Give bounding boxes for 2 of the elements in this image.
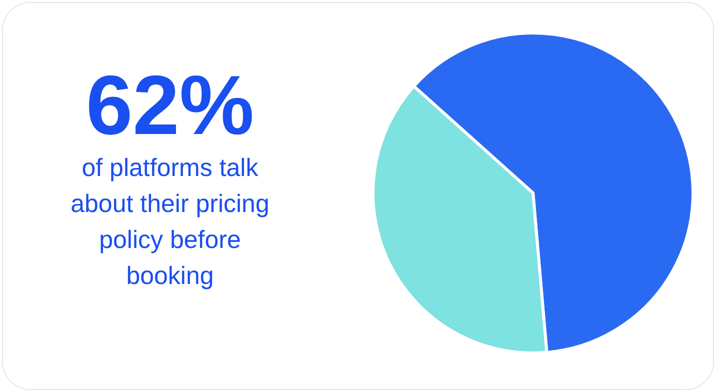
chart-title: 62% <box>84 58 256 152</box>
text: of platforms talk about their pricing policy before booking <box>70 154 270 290</box>
